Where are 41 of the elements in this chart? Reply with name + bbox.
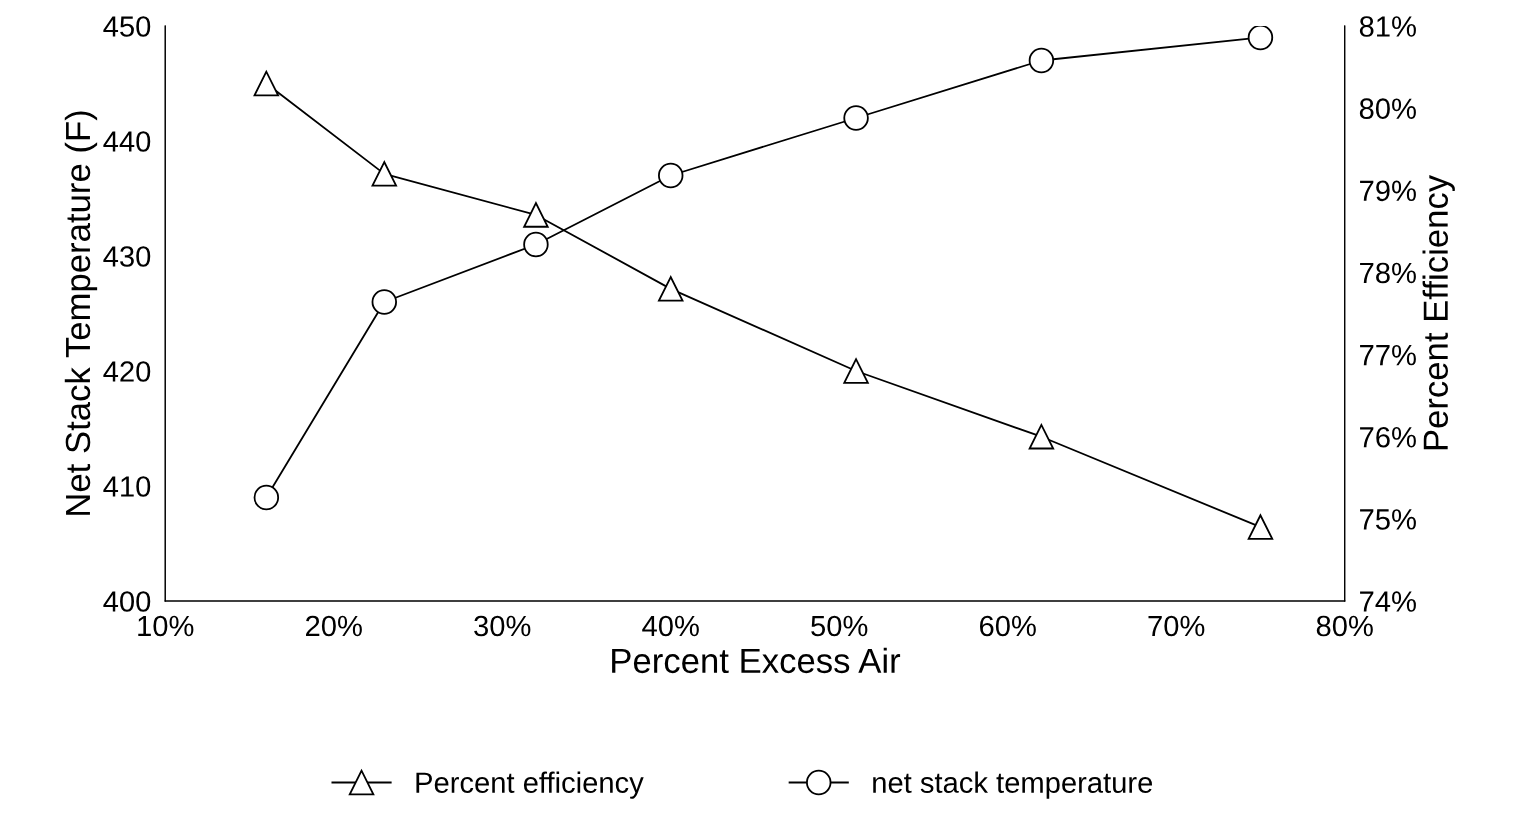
point — [523, 231, 549, 258]
x-tick-label: 70% — [1148, 615, 1205, 637]
point — [253, 484, 280, 511]
y-tick-label: 410 — [103, 476, 151, 497]
y2-tick-label: 80% — [1359, 98, 1416, 119]
point — [658, 162, 684, 189]
y2-tick-label: 77% — [1360, 344, 1416, 366]
legend-label: Percent efficiency — [416, 771, 644, 799]
point — [523, 202, 549, 228]
y-axis-title: Net Stack Temperature (F) — [64, 111, 98, 515]
point — [658, 276, 684, 302]
point — [1028, 424, 1055, 450]
point — [1247, 514, 1274, 540]
y2-axis-title: Percent Efficiency — [1422, 174, 1455, 450]
point — [253, 70, 280, 97]
point — [1247, 25, 1274, 51]
point — [1028, 47, 1055, 74]
y-tick-label: 450 — [103, 16, 151, 37]
y2-tick-label: 81% — [1359, 16, 1416, 37]
x-axis-title: Percent Excess Air — [612, 647, 901, 674]
x-tick-label: 10% — [138, 615, 194, 637]
y2-tick-label: 79% — [1360, 180, 1416, 202]
x-tick-label: 80% — [1316, 615, 1373, 637]
point — [843, 358, 869, 384]
y2-tick-label: 75% — [1360, 509, 1416, 530]
legend-label: net stack temperature — [873, 771, 1153, 799]
y2-tick-label: 78% — [1360, 262, 1416, 284]
point — [371, 289, 397, 315]
y-tick-label: 430 — [103, 246, 151, 267]
x-tick-label: 40% — [642, 615, 699, 637]
x-tick-label: 50% — [811, 615, 868, 637]
x-tick-label: 30% — [474, 615, 531, 637]
y2-tick-label: 74% — [1360, 591, 1416, 612]
y-tick-label: 420 — [103, 361, 151, 382]
y-tick-label: 400 — [103, 591, 151, 612]
x-tick-label: 60% — [980, 615, 1036, 637]
x-tick-label: 20% — [306, 615, 362, 637]
point — [843, 105, 869, 131]
y2-tick-label: 76% — [1360, 426, 1416, 448]
y-tick-label: 440 — [103, 131, 151, 152]
point — [371, 161, 397, 187]
